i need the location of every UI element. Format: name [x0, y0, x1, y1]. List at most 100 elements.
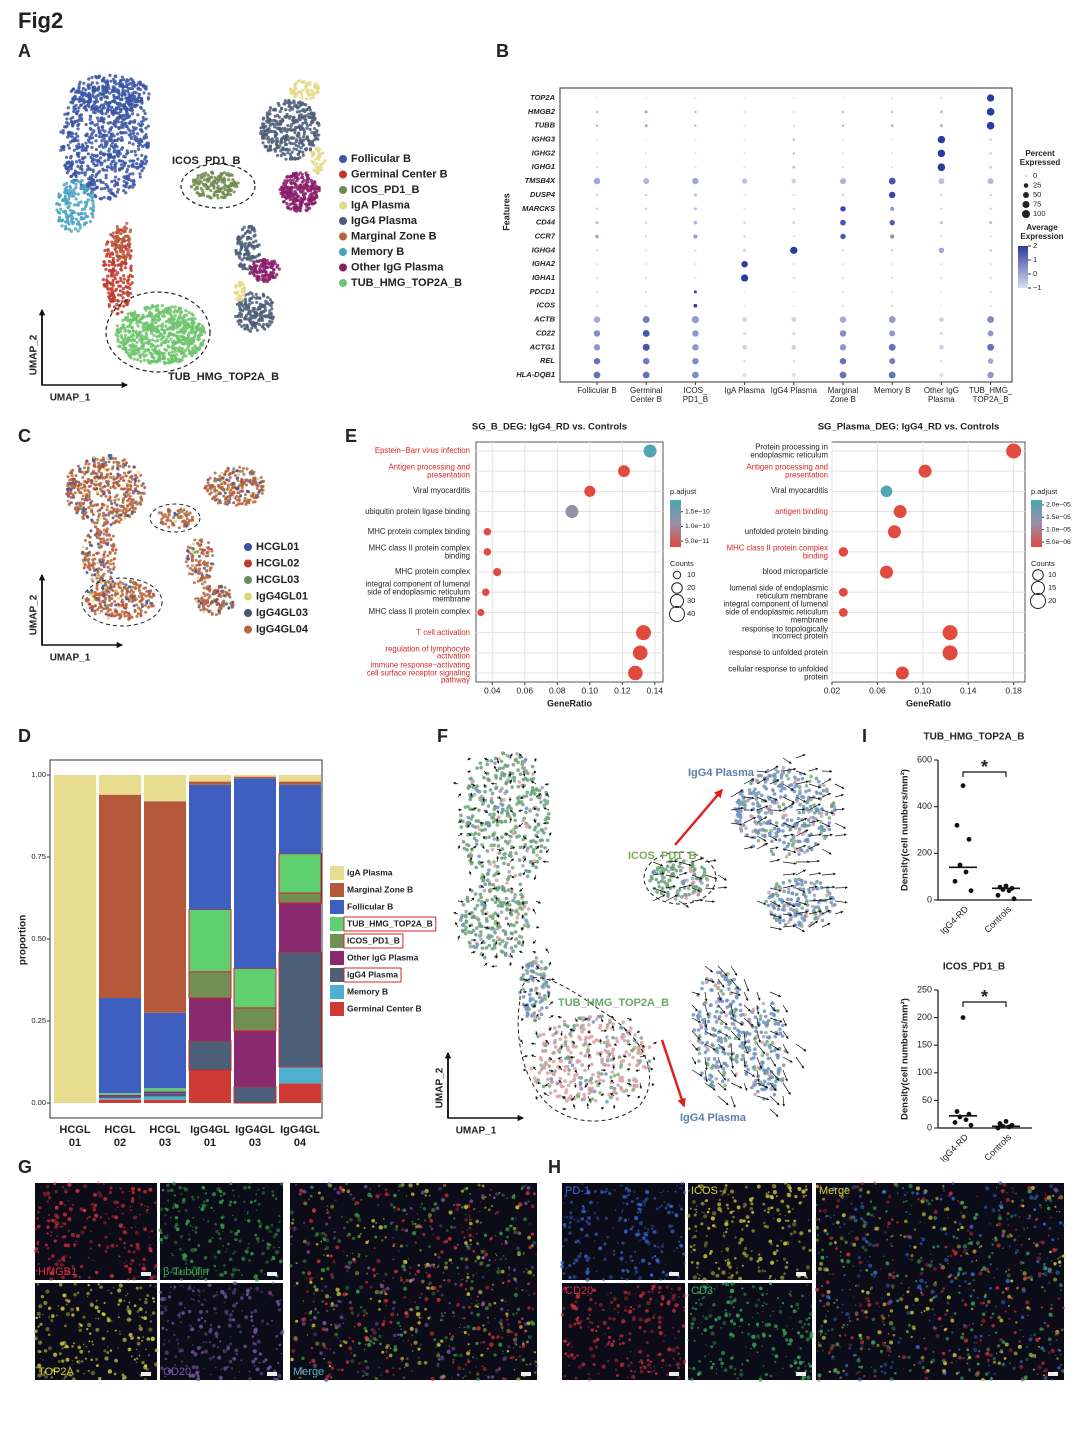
umap-point — [261, 122, 265, 126]
umap-point — [202, 610, 206, 614]
umap-point — [63, 190, 67, 194]
dot — [989, 138, 992, 141]
umap-point — [299, 90, 303, 95]
umap-point — [320, 151, 324, 156]
umap-point — [114, 82, 118, 86]
legend-swatch — [244, 609, 252, 617]
umap-point — [92, 459, 96, 463]
umap-point — [263, 327, 267, 331]
umap-point — [102, 555, 106, 559]
umap-point — [91, 187, 95, 191]
umap-point — [81, 517, 85, 521]
umap-point — [105, 533, 109, 537]
dot — [792, 138, 796, 141]
umap-point — [218, 175, 222, 179]
umap-point — [82, 501, 86, 505]
umap-point — [223, 585, 227, 589]
umap-point — [97, 575, 101, 579]
umap-point — [115, 466, 119, 470]
umap-point — [202, 586, 206, 590]
umap-point — [101, 180, 105, 185]
umap-point — [139, 614, 143, 618]
umap-point — [99, 463, 103, 467]
dot — [792, 110, 795, 113]
umap-point — [75, 203, 79, 207]
umap-point — [140, 316, 144, 320]
umap-point — [60, 218, 64, 223]
umap-point — [159, 511, 163, 515]
umap-point — [103, 562, 107, 566]
umap-point — [130, 510, 134, 514]
umap-point — [177, 511, 181, 515]
umap-point — [115, 611, 119, 615]
umap-point — [274, 119, 278, 123]
umap-point — [129, 102, 133, 106]
umap-point — [193, 178, 198, 182]
umap-point — [315, 133, 319, 137]
y-axis-label: UMAP_2 — [29, 334, 40, 375]
umap-point — [140, 153, 144, 157]
umap-point — [223, 491, 227, 495]
panel-label: A — [18, 41, 31, 61]
umap-point — [72, 109, 76, 114]
umap-point — [252, 306, 257, 311]
dot — [596, 152, 598, 155]
umap-point — [123, 155, 127, 159]
umap-point — [85, 596, 89, 600]
umap-point — [195, 563, 199, 567]
umap-point — [249, 266, 253, 270]
umap-point — [95, 122, 99, 127]
umap-point — [206, 604, 210, 608]
umap-point — [109, 562, 113, 566]
umap-point — [226, 483, 230, 487]
dot — [842, 152, 844, 155]
umap-point — [132, 81, 136, 85]
umap-point — [305, 135, 309, 139]
umap-point — [173, 314, 177, 318]
umap-point — [113, 163, 117, 167]
umap-point — [267, 117, 271, 121]
umap-point — [270, 137, 274, 141]
umap-point — [118, 464, 122, 468]
umap-point — [117, 520, 121, 524]
umap-point — [227, 178, 231, 182]
umap-point — [82, 566, 86, 570]
dot — [693, 207, 698, 211]
umap-point — [292, 206, 297, 210]
umap-point — [67, 130, 71, 134]
umap-point — [259, 476, 263, 480]
umap-point — [125, 109, 129, 113]
umap-point — [107, 149, 111, 153]
umap-point — [144, 308, 148, 312]
umap-point — [115, 302, 119, 307]
umap-point — [197, 335, 201, 339]
umap-point — [138, 347, 142, 351]
umap-point — [128, 502, 132, 506]
umap-point — [190, 556, 194, 560]
umap-point — [140, 484, 144, 488]
umap-point — [110, 290, 114, 294]
umap-point — [128, 228, 133, 232]
plot-frame — [559, 87, 1013, 383]
umap-point — [169, 313, 173, 317]
legend-swatch — [244, 625, 252, 634]
umap-point — [90, 145, 94, 150]
umap-point — [170, 521, 174, 525]
umap-point — [84, 108, 89, 112]
umap-point — [95, 186, 99, 190]
umap-point — [85, 494, 89, 498]
umap-point — [122, 493, 126, 497]
umap-point — [317, 151, 321, 155]
umap-point — [110, 180, 114, 184]
umap-point — [197, 569, 201, 573]
umap-point — [79, 504, 83, 508]
umap-point — [124, 587, 128, 591]
umap-point — [119, 278, 123, 283]
feature-label: IGHA1 — [532, 273, 555, 282]
umap-point — [86, 164, 90, 168]
umap-point — [90, 577, 94, 581]
umap-point — [185, 326, 189, 330]
umap-point — [299, 206, 303, 210]
umap-point — [105, 278, 109, 282]
umap-point — [298, 186, 302, 190]
